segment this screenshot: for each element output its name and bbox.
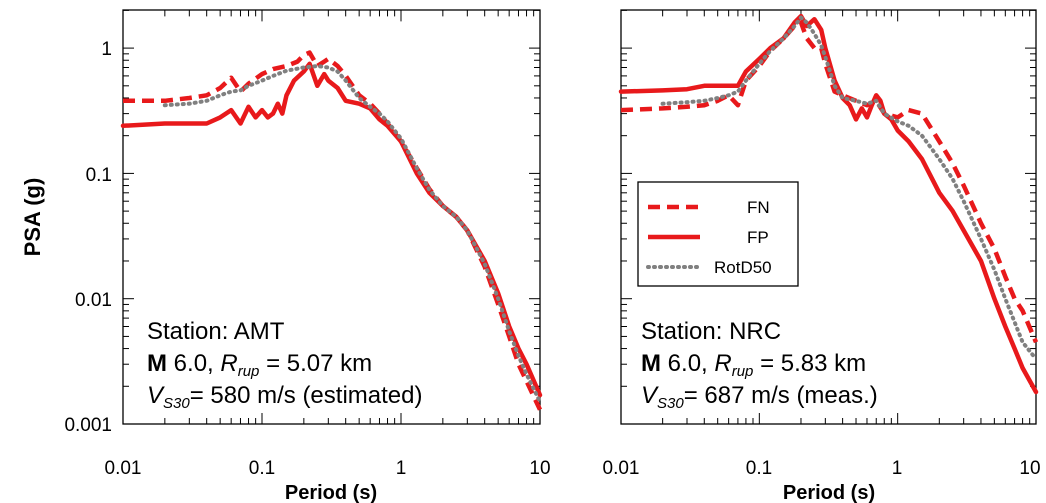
series-line-rotd50 <box>660 15 1038 361</box>
left-x-axis-title: Period (s) <box>285 482 377 503</box>
data-point-fn <box>921 113 923 115</box>
y-axis-title: PSA (g) <box>20 178 45 257</box>
left-x-tick-10: 10 <box>529 458 550 479</box>
right-series-layer <box>618 13 1039 395</box>
y-tick-1: 1 <box>101 39 112 60</box>
left-vs30-line: VS30= 580 m/s (estimated) <box>147 382 422 412</box>
data-point-fn <box>952 163 954 165</box>
left-x-tick-0.01: 0.01 <box>105 458 142 479</box>
legend: FN FP RotD50 <box>637 181 799 287</box>
data-point-fn <box>993 248 995 250</box>
left-x-tick-0.1: 0.1 <box>249 458 275 479</box>
right-x-tick-10: 10 <box>1019 458 1040 479</box>
left-series-layer <box>120 50 543 411</box>
right-x-tick-1: 1 <box>892 458 903 479</box>
data-point-fn <box>286 65 288 67</box>
right-x-tick-0.01: 0.01 <box>603 458 640 479</box>
left-plot-frame <box>122 9 541 425</box>
right-plot-frame <box>620 9 1037 425</box>
series-line-fn <box>620 20 1039 344</box>
data-point-fn <box>303 54 305 56</box>
series-line-rotd50 <box>162 64 542 404</box>
right-x-axis-title: Period (s) <box>783 482 875 503</box>
right-panel: 0.01 0.1 1 10 Period (s) FN FP RotD50 St… <box>603 9 1041 503</box>
series-line-fp <box>120 61 543 398</box>
left-annotation: Station: AMT M 6.0, Rrup = 5.07 km VS30=… <box>147 318 422 412</box>
data-point-fn <box>369 103 371 105</box>
y-tick-0.01: 0.01 <box>75 290 112 311</box>
legend-box <box>637 181 799 287</box>
right-vs30-line: VS30= 687 m/s (meas.) <box>641 382 878 412</box>
y-tick-0.001: 0.001 <box>64 415 112 436</box>
legend-fn-label: FN <box>747 198 770 217</box>
series-line-fp <box>618 13 1039 395</box>
legend-fp-label: FP <box>747 228 769 247</box>
right-annotation: Station: NRC M 6.0, Rrup = 5.83 km VS30=… <box>641 318 878 412</box>
left-magnitude-line: M 6.0, Rrup = 5.07 km <box>147 350 372 380</box>
y-tick-0.1: 0.1 <box>86 165 112 186</box>
left-panel: 0.01 0.1 1 10 0.001 0.01 0.1 1 Period (s… <box>20 9 551 503</box>
right-axis-ticks <box>620 9 1036 425</box>
right-x-tick-0.1: 0.1 <box>746 458 772 479</box>
legend-rotd50-label: RotD50 <box>714 258 772 277</box>
left-axis-ticks <box>122 9 540 425</box>
left-x-tick-1: 1 <box>396 458 407 479</box>
right-magnitude-line: M 6.0, Rrup = 5.83 km <box>641 350 866 380</box>
left-station-line: Station: AMT <box>147 318 285 345</box>
right-station-line: Station: NRC <box>641 318 781 345</box>
data-point-fn <box>526 380 528 382</box>
data-point-fn <box>518 363 520 365</box>
